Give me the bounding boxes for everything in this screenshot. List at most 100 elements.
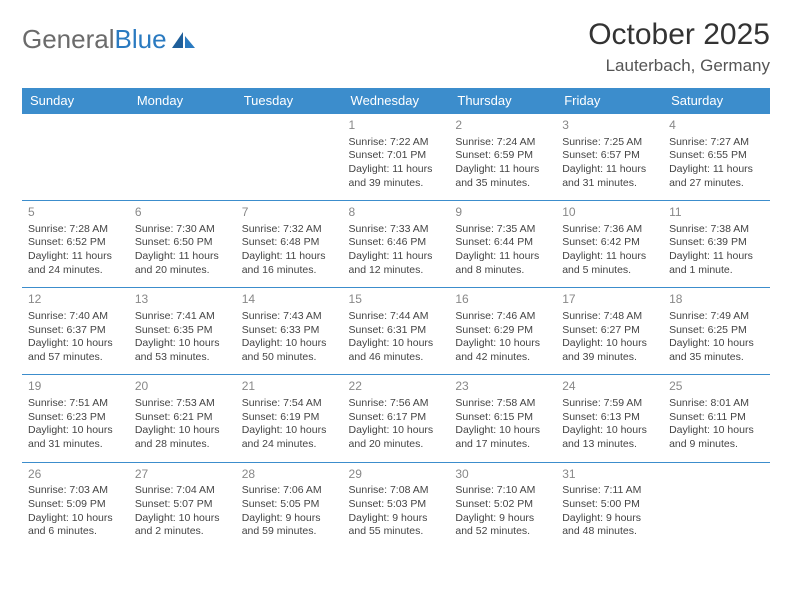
sunset-line: Sunset: 6:21 PM [135, 411, 230, 425]
daylight-line: Daylight: 10 hours and 13 minutes. [562, 424, 657, 451]
sunset-line: Sunset: 5:00 PM [562, 498, 657, 512]
day-number: 8 [349, 205, 444, 221]
calendar-cell: 25Sunrise: 8:01 AMSunset: 6:11 PMDayligh… [663, 375, 770, 462]
title-block: October 2025 Lauterbach, Germany [588, 18, 770, 76]
daylight-line: Daylight: 10 hours and 17 minutes. [455, 424, 550, 451]
daylight-line: Daylight: 10 hours and 46 minutes. [349, 337, 444, 364]
daylight-line: Daylight: 11 hours and 8 minutes. [455, 250, 550, 277]
day-number: 24 [562, 379, 657, 395]
day-number: 22 [349, 379, 444, 395]
sunset-line: Sunset: 6:42 PM [562, 236, 657, 250]
calendar-row: 5Sunrise: 7:28 AMSunset: 6:52 PMDaylight… [22, 201, 770, 288]
logo-sail-icon [171, 30, 197, 50]
sunrise-line: Sunrise: 7:48 AM [562, 310, 657, 324]
sunrise-line: Sunrise: 7:40 AM [28, 310, 123, 324]
sunset-line: Sunset: 5:02 PM [455, 498, 550, 512]
sunset-line: Sunset: 6:27 PM [562, 324, 657, 338]
calendar-row: 19Sunrise: 7:51 AMSunset: 6:23 PMDayligh… [22, 375, 770, 462]
calendar-cell: 31Sunrise: 7:11 AMSunset: 5:00 PMDayligh… [556, 462, 663, 549]
calendar-cell: 3Sunrise: 7:25 AMSunset: 6:57 PMDaylight… [556, 114, 663, 201]
daylight-line: Daylight: 11 hours and 20 minutes. [135, 250, 230, 277]
sunset-line: Sunset: 6:50 PM [135, 236, 230, 250]
day-number: 26 [28, 467, 123, 483]
day-number: 6 [135, 205, 230, 221]
daylight-line: Daylight: 11 hours and 24 minutes. [28, 250, 123, 277]
sunset-line: Sunset: 5:09 PM [28, 498, 123, 512]
calendar-cell: 26Sunrise: 7:03 AMSunset: 5:09 PMDayligh… [22, 462, 129, 549]
sunrise-line: Sunrise: 7:49 AM [669, 310, 764, 324]
daylight-line: Daylight: 11 hours and 16 minutes. [242, 250, 337, 277]
sunset-line: Sunset: 6:17 PM [349, 411, 444, 425]
calendar-cell: 6 Sunrise: 7:30 AMSunset: 6:50 PMDaylight… [129, 201, 236, 288]
sunset-line: Sunset: 6:19 PM [242, 411, 337, 425]
day-header: Friday [556, 88, 663, 114]
sunrise-line: Sunrise: 7:33 AM [349, 223, 444, 237]
sunrise-line: Sunrise: 7:25 AM [562, 136, 657, 150]
sunrise-line: Sunrise: 7:58 AM [455, 397, 550, 411]
daylight-line: Daylight: 10 hours and 57 minutes. [28, 337, 123, 364]
sunrise-line: Sunrise: 7:44 AM [349, 310, 444, 324]
day-number: 9 [455, 205, 550, 221]
sunset-line: Sunset: 6:55 PM [669, 149, 764, 163]
day-number: 14 [242, 292, 337, 308]
calendar-cell: 14Sunrise: 7:43 AMSunset: 6:33 PMDayligh… [236, 288, 343, 375]
calendar-cell [663, 462, 770, 549]
day-number: 11 [669, 205, 764, 221]
sunrise-line: Sunrise: 7:03 AM [28, 484, 123, 498]
location: Lauterbach, Germany [588, 56, 770, 76]
day-number: 23 [455, 379, 550, 395]
daylight-line: Daylight: 9 hours and 52 minutes. [455, 512, 550, 539]
sunrise-line: Sunrise: 7:43 AM [242, 310, 337, 324]
day-number: 2 [455, 118, 550, 134]
day-number: 31 [562, 467, 657, 483]
sunrise-line: Sunrise: 7:53 AM [135, 397, 230, 411]
day-number: 20 [135, 379, 230, 395]
day-number: 25 [669, 379, 764, 395]
day-number: 15 [349, 292, 444, 308]
calendar-row: 26Sunrise: 7:03 AMSunset: 5:09 PMDayligh… [22, 462, 770, 549]
daylight-line: Daylight: 11 hours and 35 minutes. [455, 163, 550, 190]
calendar-cell: 18Sunrise: 7:49 AMSunset: 6:25 PMDayligh… [663, 288, 770, 375]
sunrise-line: Sunrise: 7:36 AM [562, 223, 657, 237]
day-number: 17 [562, 292, 657, 308]
sunrise-line: Sunrise: 7:54 AM [242, 397, 337, 411]
day-header: Monday [129, 88, 236, 114]
calendar-cell: 19Sunrise: 7:51 AMSunset: 6:23 PMDayligh… [22, 375, 129, 462]
day-header: Tuesday [236, 88, 343, 114]
sunset-line: Sunset: 6:11 PM [669, 411, 764, 425]
calendar-body: 1Sunrise: 7:22 AMSunset: 7:01 PMDaylight… [22, 114, 770, 549]
calendar-cell: 7Sunrise: 7:32 AMSunset: 6:48 PMDaylight… [236, 201, 343, 288]
calendar-cell: 1Sunrise: 7:22 AMSunset: 7:01 PMDaylight… [343, 114, 450, 201]
daylight-line: Daylight: 9 hours and 48 minutes. [562, 512, 657, 539]
sunset-line: Sunset: 6:15 PM [455, 411, 550, 425]
sunset-line: Sunset: 5:07 PM [135, 498, 230, 512]
calendar-cell: 9Sunrise: 7:35 AMSunset: 6:44 PMDaylight… [449, 201, 556, 288]
sunset-line: Sunset: 6:46 PM [349, 236, 444, 250]
daylight-line: Daylight: 10 hours and 6 minutes. [28, 512, 123, 539]
day-number: 27 [135, 467, 230, 483]
day-number: 1 [349, 118, 444, 134]
daylight-line: Daylight: 11 hours and 27 minutes. [669, 163, 764, 190]
sunset-line: Sunset: 6:59 PM [455, 149, 550, 163]
calendar-cell: 16Sunrise: 7:46 AMSunset: 6:29 PMDayligh… [449, 288, 556, 375]
calendar-cell [129, 114, 236, 201]
daylight-line: Daylight: 9 hours and 55 minutes. [349, 512, 444, 539]
sunset-line: Sunset: 5:03 PM [349, 498, 444, 512]
daylight-line: Daylight: 10 hours and 53 minutes. [135, 337, 230, 364]
day-number: 7 [242, 205, 337, 221]
calendar-cell: 10Sunrise: 7:36 AMSunset: 6:42 PMDayligh… [556, 201, 663, 288]
day-header: Sunday [22, 88, 129, 114]
sunrise-line: Sunrise: 7:30 AM [135, 223, 230, 237]
day-number: 16 [455, 292, 550, 308]
calendar-cell: 22Sunrise: 7:56 AMSunset: 6:17 PMDayligh… [343, 375, 450, 462]
day-number: 28 [242, 467, 337, 483]
sunset-line: Sunset: 6:31 PM [349, 324, 444, 338]
header: GeneralBlue October 2025 Lauterbach, Ger… [22, 18, 770, 76]
daylight-line: Daylight: 10 hours and 31 minutes. [28, 424, 123, 451]
sunrise-line: Sunrise: 7:56 AM [349, 397, 444, 411]
calendar-cell: 13Sunrise: 7:41 AMSunset: 6:35 PMDayligh… [129, 288, 236, 375]
calendar-cell: 5Sunrise: 7:28 AMSunset: 6:52 PMDaylight… [22, 201, 129, 288]
calendar-cell [236, 114, 343, 201]
sunset-line: Sunset: 6:33 PM [242, 324, 337, 338]
sunset-line: Sunset: 6:57 PM [562, 149, 657, 163]
